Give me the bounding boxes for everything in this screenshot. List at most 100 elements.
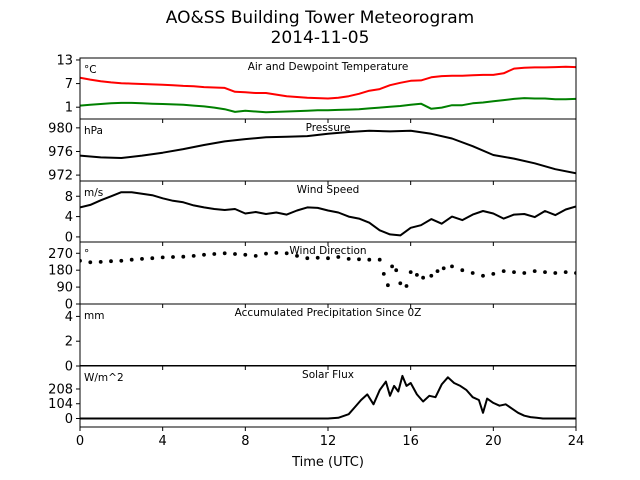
- panel-title: Pressure: [306, 122, 351, 134]
- data-point: [295, 254, 299, 258]
- panel-title: Air and Dewpoint Temperature: [248, 61, 409, 73]
- data-point: [377, 257, 382, 262]
- data-point: [171, 255, 175, 259]
- data-point: [191, 254, 196, 258]
- data-point: [563, 270, 568, 274]
- panel-unit: m/s: [84, 187, 103, 199]
- data-point: [284, 251, 289, 256]
- x-tick-label: 16: [402, 434, 419, 449]
- panel-5: 0 2 4 Accumulated Precipitation Since 0Z mm: [65, 303, 577, 375]
- data-point: [243, 252, 248, 257]
- data-point: [481, 273, 485, 278]
- data-point: [202, 252, 206, 257]
- data-point: [522, 271, 527, 275]
- series-line-1: [80, 191, 576, 237]
- series-line-1: [80, 129, 576, 175]
- y-tick-label: 90: [56, 281, 73, 296]
- data-point: [386, 283, 390, 288]
- x-axis-label: Time (UTC): [291, 455, 364, 470]
- data-point: [274, 251, 279, 255]
- data-point: [470, 271, 475, 275]
- figure-title: AO&SS Building Tower Meteorogram: [165, 8, 475, 28]
- data-point: [404, 284, 409, 288]
- y-tick-label: 180: [48, 264, 73, 279]
- data-point: [357, 257, 361, 262]
- panel-4: 0 90 180 270 Wind Direction °: [48, 241, 577, 313]
- data-point: [98, 260, 103, 264]
- data-point: [264, 251, 268, 256]
- data-point: [450, 264, 454, 269]
- data-point: [415, 273, 419, 277]
- data-point: [140, 257, 144, 261]
- data-point: [160, 255, 165, 260]
- data-point: [315, 255, 320, 260]
- series-line-1: [80, 65, 576, 100]
- data-point: [305, 256, 310, 261]
- data-point: [408, 270, 413, 274]
- data-point: [394, 268, 399, 273]
- series-line-2: [80, 97, 576, 114]
- data-point: [429, 273, 434, 278]
- data-point: [421, 275, 425, 280]
- x-tick-label: 0: [76, 434, 84, 449]
- y-tick-label: 0: [65, 230, 73, 245]
- panel-1: 1 7 13 Air and Dewpoint Temperature °C: [56, 53, 577, 123]
- y-tick-label: 7: [65, 77, 73, 92]
- data-point: [381, 272, 386, 276]
- data-point: [501, 269, 506, 273]
- x-tick-label: 12: [320, 434, 337, 449]
- y-tick-label: 4: [65, 210, 73, 225]
- data-point: [233, 252, 237, 256]
- y-tick-label: 4: [65, 310, 73, 325]
- y-tick-label: 104: [48, 397, 73, 412]
- data-point: [491, 272, 496, 276]
- panel-unit: hPa: [84, 125, 103, 137]
- panel-unit: W/m^2: [84, 372, 124, 384]
- y-tick-label: 976: [48, 145, 73, 160]
- data-point: [222, 251, 227, 256]
- y-tick-label: 270: [48, 247, 73, 262]
- y-tick-label: 0: [65, 298, 73, 313]
- data-point: [532, 269, 537, 273]
- y-tick-label: 13: [56, 53, 73, 68]
- y-tick-label: 972: [48, 169, 73, 184]
- data-point: [390, 264, 394, 269]
- data-point: [212, 252, 217, 256]
- series-line-1: [80, 374, 576, 420]
- panel-title: Solar Flux: [302, 369, 354, 381]
- panel-2: 972 976 980 Pressure hPa: [48, 118, 577, 185]
- x-tick-label: 20: [485, 434, 502, 449]
- y-tick-label: 8: [65, 190, 73, 205]
- panel-title: Accumulated Precipitation Since 0Z: [235, 307, 422, 319]
- data-point: [253, 254, 258, 258]
- data-point: [367, 257, 372, 262]
- panel-3: 0 4 8 Wind Speed m/s: [65, 180, 577, 246]
- panel-title: Wind Speed: [297, 184, 360, 196]
- data-point: [88, 260, 93, 265]
- data-point: [553, 271, 558, 275]
- x-tick-label: 8: [241, 434, 249, 449]
- data-point: [460, 268, 465, 273]
- y-tick-label: 2: [65, 335, 73, 350]
- data-point: [326, 256, 330, 261]
- data-point: [181, 254, 186, 259]
- y-tick-label: 0: [65, 412, 73, 427]
- data-point: [435, 269, 440, 273]
- data-point: [398, 281, 403, 286]
- panel-unit: °: [84, 248, 89, 260]
- x-tick-label: 4: [159, 434, 167, 449]
- data-point: [441, 266, 446, 271]
- y-tick-label: 1: [65, 101, 73, 116]
- y-tick-label: 208: [48, 382, 73, 397]
- panel-title: Wind Direction: [289, 245, 366, 257]
- y-tick-label: 0: [65, 360, 73, 375]
- data-point: [512, 270, 516, 274]
- data-point: [129, 257, 134, 262]
- data-point: [346, 257, 351, 261]
- data-point: [109, 259, 113, 264]
- data-point: [119, 258, 124, 263]
- panel-unit: mm: [84, 310, 104, 322]
- x-tick-label: 24: [568, 434, 585, 449]
